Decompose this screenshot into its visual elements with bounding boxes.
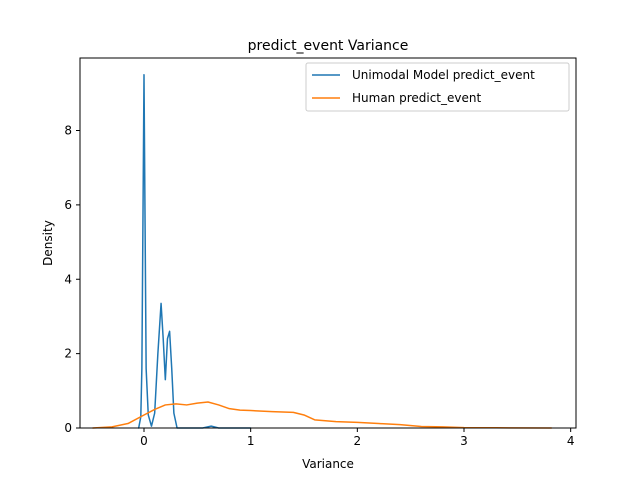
x-axis-ticks: 0 1 2 3 4 — [140, 428, 574, 448]
x-tick-label: 4 — [567, 434, 575, 448]
legend-label-1: Human predict_event — [352, 91, 481, 105]
x-axis-label: Variance — [302, 457, 354, 471]
plot-frame — [79, 57, 577, 429]
y-tick-label: 0 — [64, 421, 72, 435]
y-tick-label: 8 — [64, 124, 72, 138]
legend: Unimodal Model predict_event Human predic… — [305, 62, 570, 112]
series-line-1 — [92, 401, 553, 429]
y-tick-label: 4 — [64, 272, 72, 286]
y-axis-ticks: 0 2 4 6 8 — [64, 124, 80, 435]
legend-box — [305, 62, 570, 112]
x-tick-label: 1 — [247, 434, 255, 448]
legend-label-0: Unimodal Model predict_event — [352, 68, 535, 82]
chart-title: predict_event Variance — [248, 38, 409, 54]
x-tick-label: 2 — [354, 434, 362, 448]
y-tick-label: 6 — [64, 198, 72, 212]
y-tick-label: 2 — [64, 347, 72, 361]
y-axis-label: Density — [41, 220, 55, 266]
x-tick-label: 0 — [140, 434, 148, 448]
x-tick-label: 3 — [460, 434, 468, 448]
